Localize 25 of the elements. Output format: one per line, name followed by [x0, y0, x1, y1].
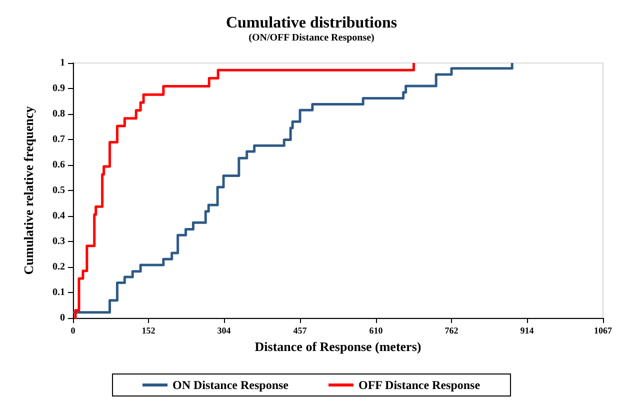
chart-subtitle: (ON/OFF Distance Response)	[248, 32, 374, 44]
y-tick-label: 0.2	[52, 262, 65, 272]
x-tick-label: 914	[520, 326, 534, 336]
chart-title: Cumulative distributions	[226, 14, 398, 32]
y-tick-label: 0.6	[52, 160, 65, 170]
legend-label: OFF Distance Response	[358, 378, 481, 392]
y-tick-label: 0	[60, 312, 65, 324]
y-axis-title: Cumulative relative frequency	[21, 106, 36, 275]
x-tick-label: 762	[444, 326, 459, 336]
x-tick-label: 304	[217, 326, 232, 336]
y-tick-label: 0.4	[52, 210, 65, 222]
y-tick-label: 0.3	[52, 236, 65, 247]
y-tick-label: 1	[60, 58, 65, 68]
y-tick-label: 0.9	[52, 83, 65, 94]
y-tick-label: 0.8	[52, 108, 65, 120]
x-tick-label: 1067	[594, 326, 612, 336]
y-tick-label: 0.1	[52, 287, 65, 298]
x-tick-label: 457	[293, 326, 308, 336]
x-axis-title: Distance of Response (meters)	[254, 338, 422, 354]
y-tick-label: 0.7	[52, 134, 65, 145]
legend-label: ON Distance Response	[172, 378, 290, 392]
x-tick-label: 610	[369, 326, 384, 336]
x-tick-label: 0	[70, 326, 76, 336]
y-tick-label: 0.5	[52, 185, 65, 196]
x-tick-label: 152	[142, 326, 156, 336]
